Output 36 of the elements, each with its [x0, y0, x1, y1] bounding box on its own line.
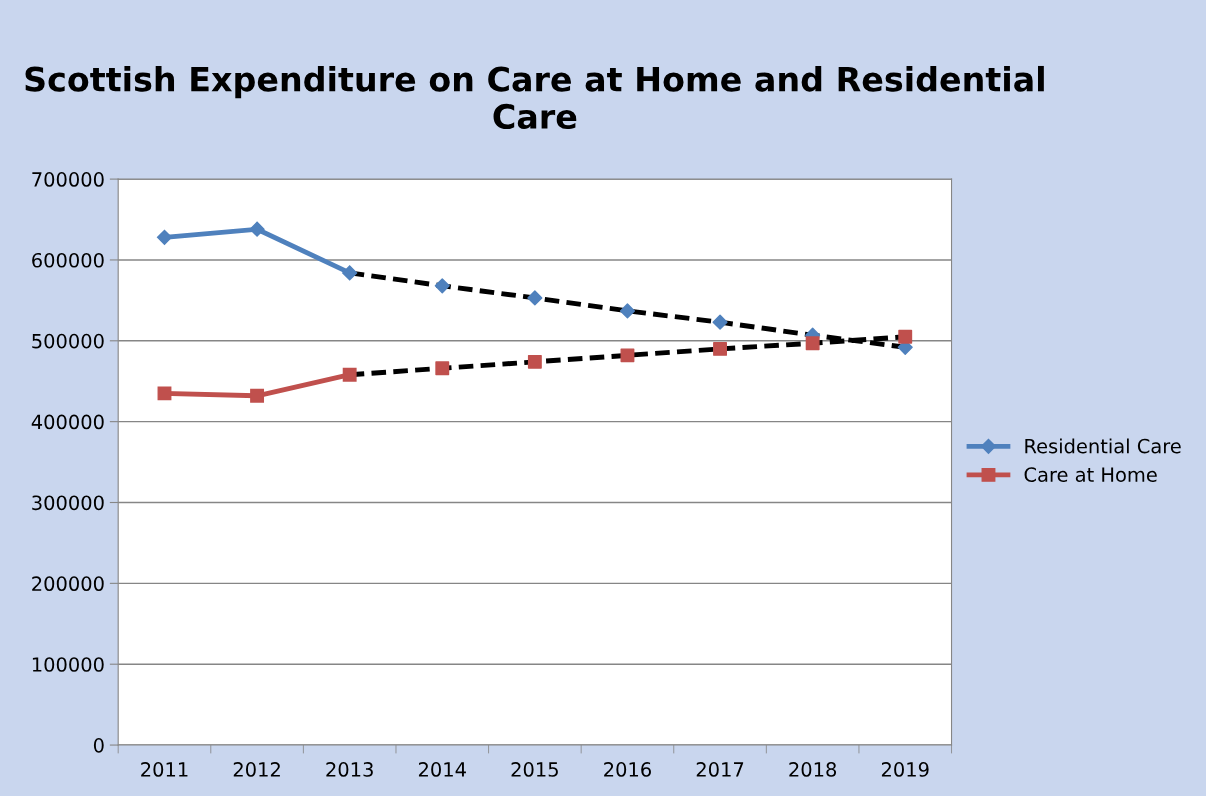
point	[249, 221, 265, 237]
x-tick-label: 2012	[233, 762, 280, 777]
y-tick-label: 300000	[32, 495, 104, 511]
x-tick-label: 2019	[881, 762, 929, 777]
y-tick-label: 400000	[31, 414, 104, 430]
y-tick-label: 700000	[32, 172, 104, 187]
y-tick-label: 200000	[32, 576, 104, 592]
x-tick-label: 2017	[696, 762, 744, 777]
point	[712, 314, 728, 330]
y-tick-label: 600000	[32, 252, 104, 268]
x-tick-label: 2013	[326, 762, 373, 777]
y-tick-label: 100000	[32, 657, 104, 672]
point	[805, 336, 820, 351]
point	[342, 367, 357, 382]
point	[619, 303, 636, 319]
point	[250, 388, 265, 403]
y-tick-label: 500000	[32, 333, 104, 349]
chart-title: Scottish Expenditure on Care at Home and Residential Care	[25, 65, 1044, 130]
point	[527, 354, 542, 369]
x-tick-label: 2014	[418, 762, 466, 777]
x-tick-label: 2018	[789, 762, 837, 777]
point	[435, 361, 450, 376]
x-tick-label: 2011	[141, 762, 188, 777]
point	[157, 386, 172, 401]
point	[898, 329, 913, 344]
point	[713, 341, 727, 356]
point	[434, 278, 450, 294]
x-tick-label: 2016	[604, 762, 651, 777]
legend-label: Residential Care	[1025, 438, 1181, 454]
point	[527, 290, 543, 306]
point	[342, 265, 358, 281]
point	[156, 229, 173, 245]
point	[620, 348, 635, 363]
y-tick-label: 0	[93, 738, 104, 753]
x-tick-label: 2015	[511, 762, 558, 777]
legend-label: Care at Home	[1024, 467, 1157, 482]
